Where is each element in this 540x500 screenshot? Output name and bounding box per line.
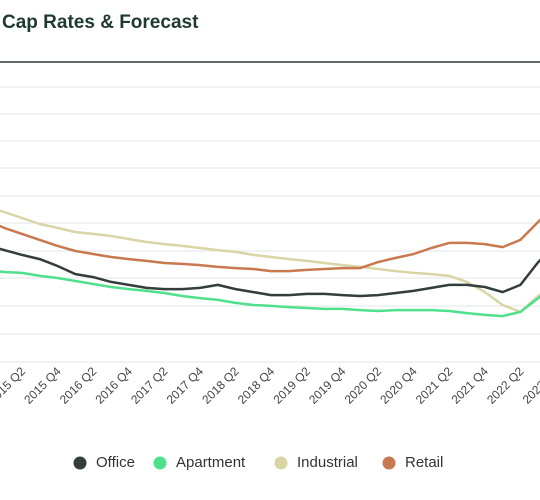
x-tick-label: 2021 Q4 (448, 364, 491, 407)
legend-label: Office (96, 454, 135, 471)
legend-label: Retail (405, 454, 443, 471)
x-tick-label: 2020 Q2 (342, 364, 385, 407)
x-tick-label: 2015 Q4 (21, 364, 64, 407)
line-series (0, 270, 540, 318)
x-tick-label: 2016 Q2 (57, 364, 100, 407)
x-tick-label: 2018 Q2 (199, 364, 242, 407)
x-tick-label: 2020 Q4 (377, 364, 420, 407)
legend-label: Apartment (176, 454, 246, 471)
line-series (0, 247, 540, 298)
x-tick-label: 2017 Q2 (128, 364, 171, 407)
x-tick-label: 2019 Q4 (306, 364, 349, 407)
chart-title: Cap Rates & Forecast (2, 12, 199, 33)
legend-item: Office (73, 454, 135, 471)
line-series (0, 218, 540, 273)
legend-label: Industrial (297, 454, 358, 471)
legend-item: Retail (382, 454, 443, 471)
x-tick-label: 2016 Q4 (92, 364, 135, 407)
x-tick-label: 2019 Q2 (270, 364, 313, 407)
legend-swatch (153, 456, 167, 470)
legend-swatch (274, 456, 288, 470)
x-tick-label: 2017 Q4 (164, 364, 207, 407)
x-tick-label: 2022 Q2 (484, 364, 527, 407)
line-series (0, 209, 540, 314)
x-tick-label: 2021 Q2 (413, 364, 456, 407)
x-tick-label: 2018 Q4 (235, 364, 278, 407)
legend-swatch (382, 456, 396, 470)
legend-item: Apartment (153, 454, 246, 471)
legend-swatch (73, 456, 87, 470)
legend-item: Industrial (274, 454, 358, 471)
grid (0, 86, 540, 363)
